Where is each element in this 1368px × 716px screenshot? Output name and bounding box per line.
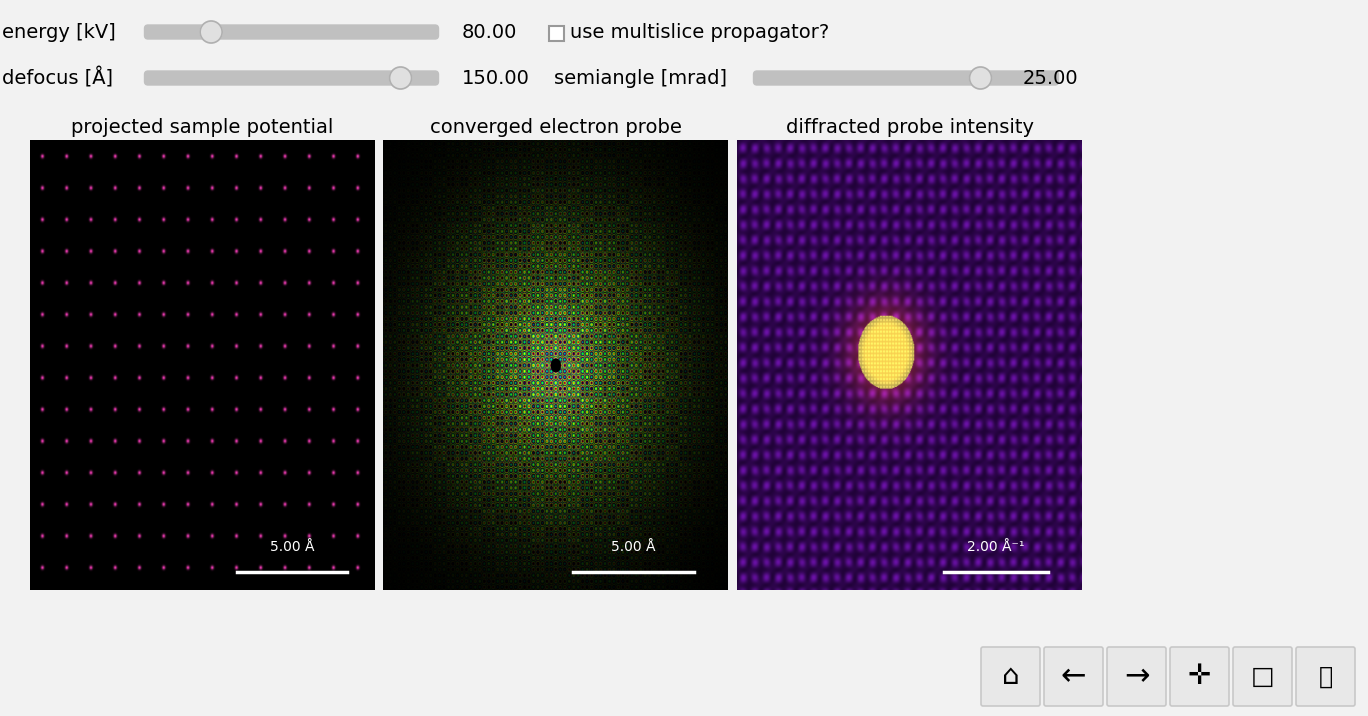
FancyBboxPatch shape <box>1107 647 1166 706</box>
Text: defocus [Å]: defocus [Å] <box>1 67 114 89</box>
Text: semiangle [mrad]: semiangle [mrad] <box>554 69 726 87</box>
Text: 🖫: 🖫 <box>1319 664 1332 689</box>
Text: energy [kV]: energy [kV] <box>1 22 116 42</box>
Text: □: □ <box>1250 664 1275 689</box>
FancyBboxPatch shape <box>981 647 1040 706</box>
Text: 5.00 Å: 5.00 Å <box>611 540 655 554</box>
Text: use multislice propagator?: use multislice propagator? <box>570 22 829 42</box>
Text: 150.00: 150.00 <box>462 69 529 87</box>
FancyBboxPatch shape <box>145 25 439 39</box>
Circle shape <box>200 21 222 43</box>
Text: 25.00: 25.00 <box>1022 69 1078 87</box>
FancyBboxPatch shape <box>1233 647 1291 706</box>
Circle shape <box>390 67 412 89</box>
Text: 2.00 Å⁻¹: 2.00 Å⁻¹ <box>967 540 1025 554</box>
Text: ✛: ✛ <box>1187 662 1211 690</box>
Text: 80.00: 80.00 <box>462 22 517 42</box>
FancyBboxPatch shape <box>1170 647 1228 706</box>
Text: 5.00 Å: 5.00 Å <box>269 540 315 554</box>
FancyBboxPatch shape <box>1295 647 1354 706</box>
Circle shape <box>970 67 992 89</box>
Text: ⌂: ⌂ <box>1001 662 1019 690</box>
Text: →: → <box>1123 662 1149 691</box>
FancyBboxPatch shape <box>754 71 1059 85</box>
Text: diffracted probe intensity: diffracted probe intensity <box>785 118 1033 137</box>
FancyBboxPatch shape <box>145 71 439 85</box>
Text: projected sample potential: projected sample potential <box>71 118 334 137</box>
Text: ←: ← <box>1060 662 1086 691</box>
Text: converged electron probe: converged electron probe <box>430 118 681 137</box>
FancyBboxPatch shape <box>1044 647 1103 706</box>
FancyBboxPatch shape <box>549 26 564 41</box>
